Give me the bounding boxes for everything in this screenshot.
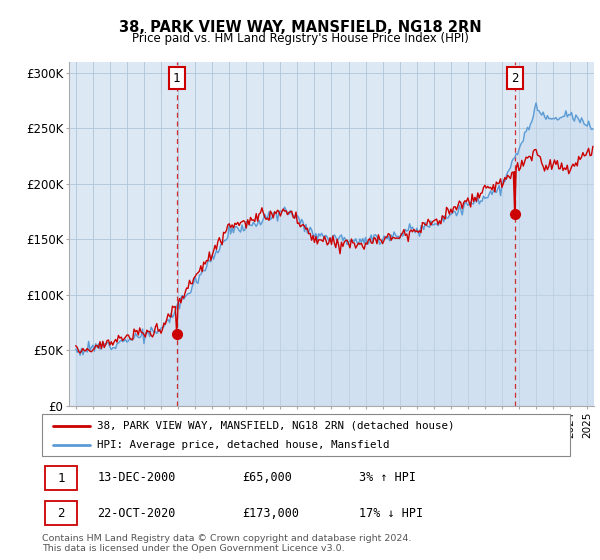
Text: 17% ↓ HPI: 17% ↓ HPI [359,506,423,520]
Text: Price paid vs. HM Land Registry's House Price Index (HPI): Price paid vs. HM Land Registry's House … [131,32,469,45]
Text: 38, PARK VIEW WAY, MANSFIELD, NG18 2RN: 38, PARK VIEW WAY, MANSFIELD, NG18 2RN [119,20,481,35]
Text: 2: 2 [57,507,65,520]
FancyBboxPatch shape [44,466,77,490]
Text: £173,000: £173,000 [242,506,299,520]
Text: 22-OCT-2020: 22-OCT-2020 [97,506,176,520]
Text: £65,000: £65,000 [242,472,293,484]
Text: 3% ↑ HPI: 3% ↑ HPI [359,472,416,484]
Text: 1: 1 [173,72,181,85]
Text: 38, PARK VIEW WAY, MANSFIELD, NG18 2RN (detached house): 38, PARK VIEW WAY, MANSFIELD, NG18 2RN (… [97,421,455,431]
Text: Contains HM Land Registry data © Crown copyright and database right 2024.
This d: Contains HM Land Registry data © Crown c… [42,534,412,553]
Text: 2: 2 [511,72,518,85]
Text: 1: 1 [57,472,65,485]
FancyBboxPatch shape [44,501,77,525]
Text: HPI: Average price, detached house, Mansfield: HPI: Average price, detached house, Mans… [97,440,390,450]
Text: 13-DEC-2000: 13-DEC-2000 [97,472,176,484]
FancyBboxPatch shape [42,414,570,456]
